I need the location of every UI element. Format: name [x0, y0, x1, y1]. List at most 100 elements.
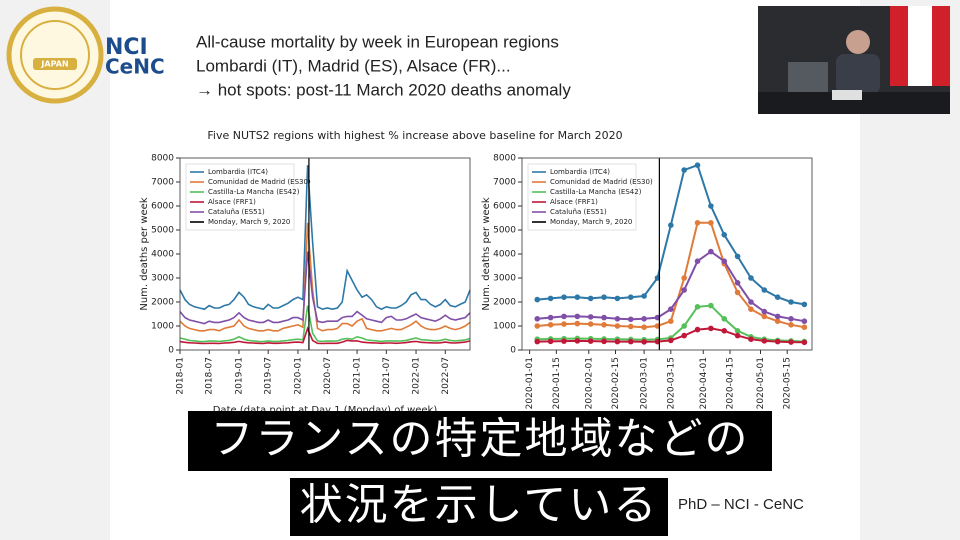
x-axis-label: Date (data point at Day 1 (Monday) of we…: [213, 405, 438, 416]
marker: [801, 339, 808, 346]
marker: [614, 295, 621, 302]
x-tick-label: 2020-03-15: [666, 357, 676, 409]
marker: [708, 302, 714, 309]
series-line: [179, 326, 471, 345]
marker: [694, 162, 701, 168]
legend-label: Alsace (FRF1): [550, 198, 598, 206]
slide-footer: PhD – NCI - CeNC: [678, 496, 804, 513]
marker: [721, 232, 728, 238]
marker: [627, 323, 634, 330]
marker: [748, 299, 754, 305]
placard: [832, 90, 862, 100]
marker: [681, 287, 687, 293]
marker: [601, 338, 607, 345]
y-tick-label: 8000: [151, 154, 174, 164]
marker: [534, 316, 541, 322]
marker: [614, 323, 621, 329]
marker: [681, 323, 687, 329]
x-tick-label: 2019-07: [264, 357, 274, 395]
speaker-body: [836, 54, 880, 94]
marker: [681, 167, 687, 173]
marker: [601, 314, 607, 321]
marker: [734, 280, 741, 286]
marker: [801, 318, 808, 325]
org-logo-2: CeNC: [105, 55, 165, 79]
x-tick-label: 2022-07: [441, 357, 451, 395]
flag-band: [932, 6, 950, 86]
marker: [614, 316, 621, 322]
legend-box: [527, 163, 637, 231]
marker: [587, 338, 594, 344]
y-tick-label: 1000: [493, 322, 516, 332]
marker: [761, 338, 768, 344]
marker: [734, 328, 741, 334]
legend-label: Monday, March 9, 2020: [550, 218, 632, 226]
legend-label: Alsace (FRF1): [208, 198, 256, 206]
y-tick-label: 0: [510, 346, 516, 356]
x-tick-label: 2021-01: [353, 357, 363, 395]
y-tick-label: 4000: [493, 250, 516, 260]
marker: [748, 336, 754, 343]
series-line: [179, 251, 471, 325]
y-tick-label: 6000: [493, 202, 516, 212]
marker: [668, 222, 674, 228]
marker: [788, 339, 794, 345]
marker: [694, 220, 701, 226]
marker: [587, 314, 594, 320]
legend-label: Lombardia (ITC4): [208, 168, 268, 176]
logo: JAPAN: [6, 6, 104, 104]
marker: [801, 324, 808, 331]
subtitle: 状況を示している: [300, 481, 659, 531]
marker: [801, 301, 808, 308]
x-tick-label: 2020-02-15: [611, 357, 621, 409]
marker: [774, 313, 781, 320]
marker: [574, 313, 581, 320]
marker: [788, 316, 794, 322]
marker: [547, 295, 554, 302]
marker: [561, 321, 567, 327]
marker: [708, 248, 714, 255]
marker: [601, 322, 607, 328]
legend-label: Castilla-La Mancha (ES42): [208, 188, 300, 196]
marker: [547, 314, 554, 321]
marker: [708, 325, 714, 332]
marker: [681, 275, 687, 281]
marker: [734, 253, 741, 260]
marker: [681, 332, 687, 339]
series-line: [179, 222, 471, 332]
marker: [774, 294, 781, 301]
marker: [574, 320, 581, 327]
marker: [561, 294, 567, 301]
y-tick-label: 7000: [493, 178, 516, 188]
flag-band: [890, 6, 908, 86]
marker: [627, 316, 634, 323]
legend-label: Cataluña (ES51): [550, 208, 607, 216]
chart-suptitle: Five NUTS2 regions with highest % increa…: [207, 129, 622, 142]
marker: [534, 323, 541, 329]
x-tick-label: 2020-03-01: [640, 357, 650, 409]
legend-label: Comunidad de Madrid (ES30): [208, 178, 311, 186]
plot-frame: [521, 157, 813, 351]
y-tick-label: 8000: [493, 154, 516, 164]
x-tick-label: 2020-04-01: [699, 357, 709, 409]
marker: [668, 318, 674, 325]
x-tick-label: 2022-01: [412, 357, 422, 395]
marker: [641, 293, 647, 299]
y-tick-label: 3000: [151, 274, 174, 284]
marker: [748, 306, 754, 313]
marker: [721, 258, 728, 265]
x-tick-label: 2020-02-01: [584, 357, 594, 409]
marker: [574, 338, 581, 344]
marker: [774, 318, 781, 325]
marker: [547, 338, 554, 345]
marker: [561, 338, 567, 344]
y-tick-label: 3000: [493, 274, 516, 284]
marker: [734, 289, 741, 296]
x-tick-label: 2020-07: [323, 357, 333, 395]
x-tick-label: 2020-04-15: [725, 357, 735, 409]
marker: [694, 258, 701, 265]
legend-label: Comunidad de Madrid (ES30): [550, 178, 653, 186]
x-tick-label: 2018-07: [205, 357, 215, 395]
marker: [721, 328, 728, 334]
